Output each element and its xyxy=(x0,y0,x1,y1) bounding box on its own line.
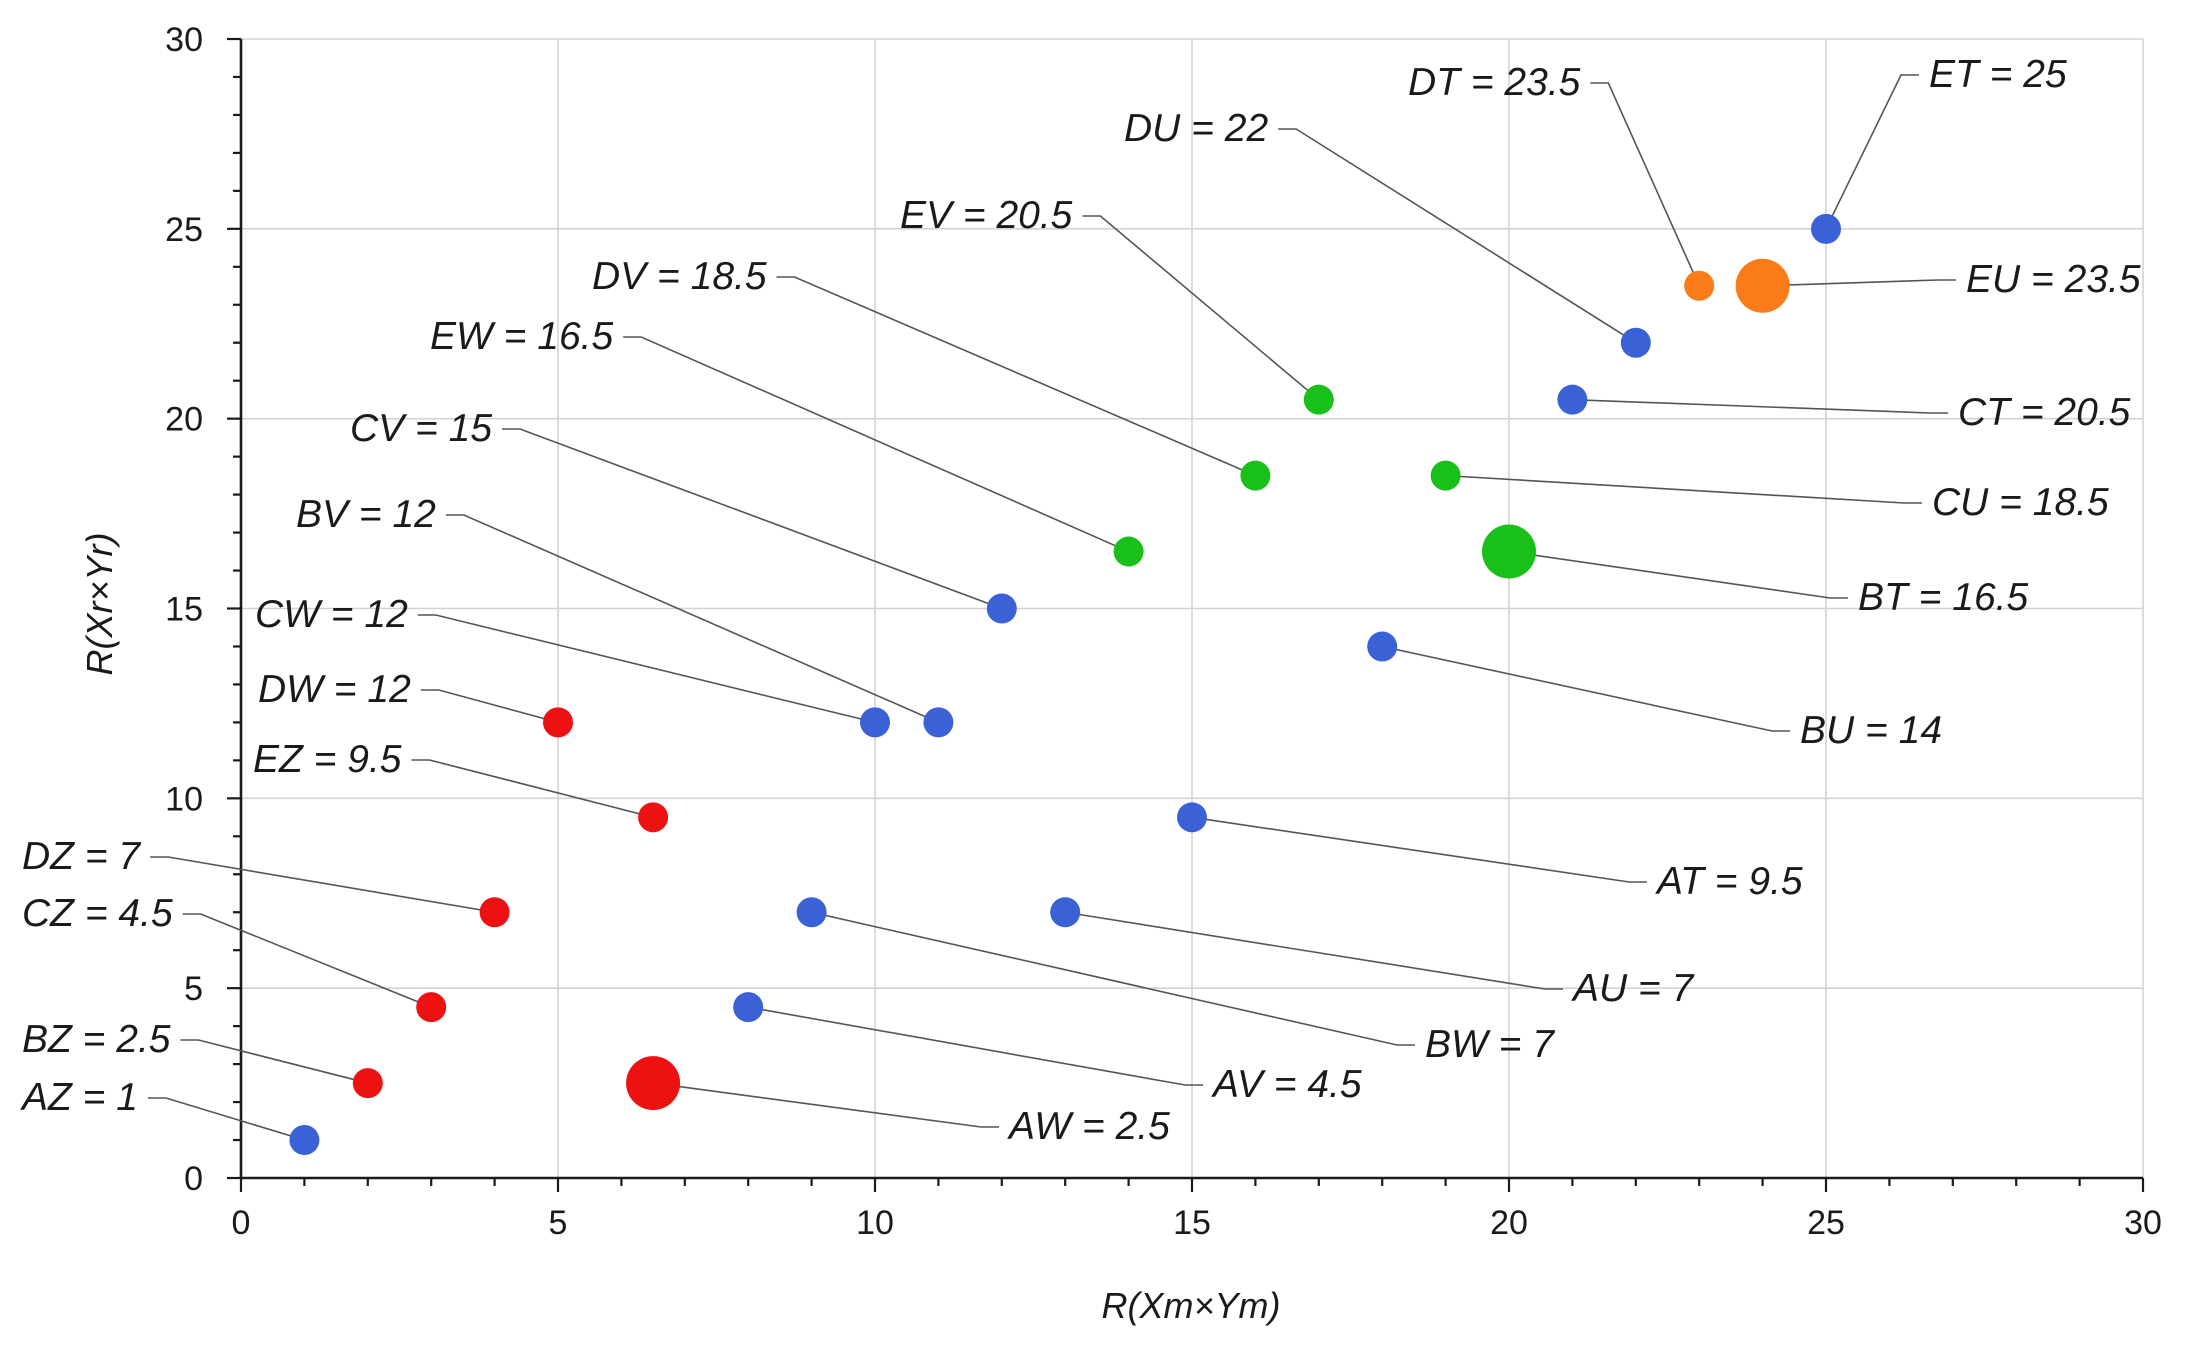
data-point-dz xyxy=(479,897,510,928)
x-tick-label-30: 30 xyxy=(2124,1204,2162,1242)
leader-line-ez xyxy=(411,759,654,819)
data-point-cz xyxy=(416,992,447,1023)
point-label-dz: DZ = 7 xyxy=(22,835,141,878)
leader-line-bz xyxy=(180,1039,368,1084)
leader-line-at xyxy=(1191,816,1647,883)
point-label-bz: BZ = 2.5 xyxy=(22,1018,171,1061)
data-point-dt xyxy=(1684,270,1715,301)
data-point-av xyxy=(733,992,764,1023)
data-point-cu xyxy=(1430,460,1461,491)
leader-line-du xyxy=(1278,128,1637,344)
leader-line-dt xyxy=(1590,82,1700,287)
x-tick-label-10: 10 xyxy=(856,1204,894,1242)
data-point-et xyxy=(1811,213,1841,244)
data-point-du xyxy=(1620,327,1651,358)
leader-line-ew xyxy=(623,336,1129,553)
point-labels: AZ = 1 BZ = 2.5 CZ = 4.5 DZ = 7 EZ = 9.5 DW =… xyxy=(20,53,2141,1148)
tick-labels: 0 5 10 15 20 25 30 0 5 10 15 20 25 30 xyxy=(165,21,2162,1242)
data-point-bu xyxy=(1367,631,1398,662)
x-axis-title: R(Xm×Ym) xyxy=(1102,1285,1281,1326)
data-point-au xyxy=(1050,897,1081,928)
point-label-aw: AW = 2.5 xyxy=(1007,1105,1170,1148)
y-axis-title: R(Xr×Yr) xyxy=(79,533,120,676)
leader-line-bv xyxy=(445,514,939,724)
leader-line-bu xyxy=(1382,645,1790,732)
leader-line-dz xyxy=(150,856,495,914)
y-tick-label-25: 25 xyxy=(165,211,203,249)
point-label-bv: BV = 12 xyxy=(296,493,436,536)
data-point-bz xyxy=(352,1068,383,1099)
leader-line-aw xyxy=(652,1082,999,1128)
data-point-dv xyxy=(1240,460,1271,491)
data-point-at xyxy=(1177,802,1207,833)
leader-line-cv xyxy=(502,428,1003,610)
leader-line-cz xyxy=(182,913,432,1008)
point-label-dt: DT = 23.5 xyxy=(1408,61,1581,104)
data-point-eu xyxy=(1735,258,1790,313)
data-point-az xyxy=(289,1125,320,1156)
data-points xyxy=(289,213,1841,1156)
point-label-cv: CV = 15 xyxy=(350,407,492,450)
point-label-bt: BT = 16.5 xyxy=(1858,576,2028,619)
point-label-du: DU = 22 xyxy=(1124,107,1268,150)
y-tick-label-30: 30 xyxy=(165,21,203,59)
leader-line-ct xyxy=(1572,398,1948,414)
point-label-cz: CZ = 4.5 xyxy=(22,892,173,935)
point-label-eu: EU = 23.5 xyxy=(1966,258,2141,301)
point-label-et: ET = 25 xyxy=(1929,53,2067,96)
data-point-cw xyxy=(860,707,890,738)
data-point-cv xyxy=(986,593,1017,624)
point-label-az: AZ = 1 xyxy=(20,1076,138,1119)
leader-line-dw xyxy=(420,689,559,724)
point-label-av: AV = 4.5 xyxy=(1211,1063,1362,1106)
point-label-dv: DV = 18.5 xyxy=(592,255,767,298)
data-point-aw xyxy=(626,1056,681,1111)
data-point-ew xyxy=(1113,536,1144,567)
leader-line-au xyxy=(1065,911,1563,990)
y-tick-label-0: 0 xyxy=(184,1160,203,1198)
leader-line-eu xyxy=(1762,279,1956,287)
x-tick-label-25: 25 xyxy=(1807,1204,1845,1242)
y-tick-label-10: 10 xyxy=(165,780,203,818)
grid-layer xyxy=(241,38,2144,1178)
point-label-bw: BW = 7 xyxy=(1425,1023,1555,1066)
leader-line-et xyxy=(1825,74,1919,230)
leader-line-cw xyxy=(417,614,876,724)
point-label-cu: CU = 18.5 xyxy=(1932,481,2109,524)
point-label-dw: DW = 12 xyxy=(258,668,411,711)
y-tick-label-20: 20 xyxy=(165,401,203,439)
data-point-dw xyxy=(543,707,573,738)
point-label-at: AT = 9.5 xyxy=(1655,860,1803,903)
x-tick-label-20: 20 xyxy=(1490,1204,1528,1242)
point-label-bu: BU = 14 xyxy=(1800,709,1942,752)
x-tick-label-5: 5 xyxy=(549,1204,568,1242)
data-point-bt xyxy=(1482,524,1536,579)
x-tick-label-0: 0 xyxy=(232,1204,251,1242)
axes-layer xyxy=(227,37,2145,1192)
point-label-cw: CW = 12 xyxy=(255,593,408,636)
data-point-ez xyxy=(638,802,669,833)
leader-line-av xyxy=(748,1006,1203,1086)
point-label-ew: EW = 16.5 xyxy=(430,315,613,358)
leader-line-ev xyxy=(1082,215,1320,401)
point-label-au: AU = 7 xyxy=(1571,967,1695,1010)
y-tick-label-5: 5 xyxy=(184,970,203,1008)
data-point-ev xyxy=(1303,384,1334,415)
data-point-bw xyxy=(796,897,827,928)
leader-line-az xyxy=(147,1097,305,1141)
leader-line-cu xyxy=(1445,474,1922,504)
leader-line-dv xyxy=(776,276,1256,477)
point-label-ct: CT = 20.5 xyxy=(1958,391,2131,434)
leader-line-bt xyxy=(1508,550,1848,599)
leader-line-bw xyxy=(811,911,1415,1046)
point-label-ev: EV = 20.5 xyxy=(900,194,1073,237)
x-tick-label-15: 15 xyxy=(1173,1204,1211,1242)
point-label-ez: EZ = 9.5 xyxy=(253,738,402,781)
y-tick-label-15: 15 xyxy=(165,591,203,629)
leader-lines xyxy=(147,74,1956,1141)
data-point-ct xyxy=(1557,384,1588,415)
data-point-bv xyxy=(923,707,954,738)
